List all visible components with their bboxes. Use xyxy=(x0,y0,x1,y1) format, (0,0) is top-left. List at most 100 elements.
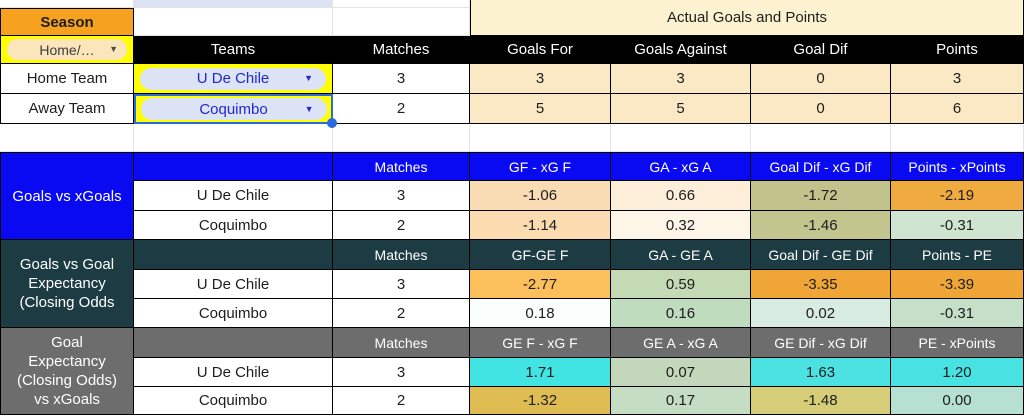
s3-team-cell[interactable]: U De Chile xyxy=(134,358,333,387)
col-header-goals-for: Goals For xyxy=(470,36,611,64)
value-cell[interactable]: -0.31 xyxy=(891,211,1024,240)
season-filter-cell: Home/… ▼ xyxy=(0,36,134,64)
fill-handle[interactable] xyxy=(327,118,337,128)
value-cell[interactable]: 0.07 xyxy=(611,358,751,387)
cell-home-goal-dif[interactable]: 0 xyxy=(751,64,891,94)
home-team-dropdown[interactable]: U De Chile ▼ xyxy=(140,67,326,90)
s2-team-cell[interactable]: Coquimbo xyxy=(134,299,333,328)
value-cell[interactable]: -1.46 xyxy=(751,211,891,240)
s3-col-header-gef-xgf: GE F - xG F xyxy=(470,328,611,358)
value-cell[interactable]: 0.16 xyxy=(611,299,751,328)
partial-cell xyxy=(333,0,470,8)
row-label-away-team: Away Team xyxy=(0,94,134,124)
season-filter-dropdown[interactable]: Home/… ▼ xyxy=(7,39,127,60)
partial-cell xyxy=(0,0,134,8)
col-header-teams: Teams xyxy=(134,36,333,64)
col-header-goal-dif: Goal Dif xyxy=(751,36,891,64)
section3-label: Goal Expectancy (Closing Odds) vs xGoals xyxy=(0,328,134,415)
s2-col-header-goaldif-gedif: Goal Dif - GE Dif xyxy=(751,240,891,270)
col-header-matches: Matches xyxy=(333,36,470,64)
value-cell[interactable]: 0.02 xyxy=(751,299,891,328)
s1-col-header-goaldif-xgdif: Goal Dif - xG Dif xyxy=(751,152,891,181)
dropdown-arrow-icon: ▼ xyxy=(304,103,314,114)
value-cell[interactable]: 1.20 xyxy=(891,358,1024,387)
home-team-value: U De Chile xyxy=(196,70,270,87)
s1-team-cell[interactable]: Coquimbo xyxy=(134,211,333,240)
value-cell[interactable]: 0.17 xyxy=(611,387,751,415)
s2-col-header-points-pe: Points - PE xyxy=(891,240,1024,270)
banner-actual-goals-and-points: Actual Goals and Points xyxy=(470,0,1024,36)
s1-col-header-matches: Matches xyxy=(333,152,470,181)
cell-home-points[interactable]: 3 xyxy=(891,64,1024,94)
s3-matches-cell[interactable]: 3 xyxy=(333,358,470,387)
cell-home-matches[interactable]: 3 xyxy=(333,64,470,94)
value-cell[interactable]: -1.32 xyxy=(470,387,611,415)
cell-home-goals-against[interactable]: 3 xyxy=(611,64,751,94)
value-cell[interactable]: 0.00 xyxy=(891,387,1024,415)
s1-matches-cell[interactable]: 3 xyxy=(333,181,470,211)
section2-header-blank xyxy=(134,240,333,270)
cell-away-matches[interactable]: 2 xyxy=(333,94,470,124)
value-cell[interactable]: -3.35 xyxy=(751,270,891,299)
cell-away-goals-for[interactable]: 5 xyxy=(470,94,611,124)
s3-col-header-matches: Matches xyxy=(333,328,470,358)
s2-matches-cell[interactable]: 3 xyxy=(333,270,470,299)
s1-col-header-points-xpoints: Points - xPoints xyxy=(891,152,1024,181)
value-cell[interactable]: -1.14 xyxy=(470,211,611,240)
value-cell[interactable]: -0.31 xyxy=(891,299,1024,328)
col-header-points: Points xyxy=(891,36,1024,64)
s2-team-cell[interactable]: U De Chile xyxy=(134,270,333,299)
s1-col-header-ga-xga: GA - xG A xyxy=(611,152,751,181)
col-header-goals-against: Goals Against xyxy=(611,36,751,64)
empty-cell[interactable] xyxy=(891,124,1024,152)
dropdown-arrow-icon: ▼ xyxy=(304,73,313,83)
value-cell[interactable]: 0.59 xyxy=(611,270,751,299)
value-cell[interactable]: -1.72 xyxy=(751,181,891,211)
empty-cell[interactable] xyxy=(611,124,751,152)
section3-header-blank xyxy=(134,328,333,358)
s2-matches-cell[interactable]: 2 xyxy=(333,299,470,328)
value-cell[interactable]: -1.48 xyxy=(751,387,891,415)
s2-col-header-gf-gef: GF-GE F xyxy=(470,240,611,270)
cell-away-goal-dif[interactable]: 0 xyxy=(751,94,891,124)
empty-cell[interactable] xyxy=(333,124,470,152)
value-cell[interactable]: 1.71 xyxy=(470,358,611,387)
home-team-cell: U De Chile ▼ xyxy=(134,64,333,94)
empty-cell[interactable] xyxy=(0,124,134,152)
section1-header-blank xyxy=(134,152,333,181)
away-team-dropdown[interactable]: Coquimbo ▼ xyxy=(140,98,327,120)
value-cell[interactable]: -2.77 xyxy=(470,270,611,299)
cell-season-label: Season xyxy=(0,8,134,36)
empty-cell[interactable] xyxy=(751,124,891,152)
away-team-cell-selected: Coquimbo ▼ xyxy=(134,94,337,128)
cell-home-goals-for[interactable]: 3 xyxy=(470,64,611,94)
row-label-home-team: Home Team xyxy=(0,64,134,94)
s3-team-cell[interactable]: Coquimbo xyxy=(134,387,333,415)
s1-matches-cell[interactable]: 2 xyxy=(333,211,470,240)
partial-cell-highlighted xyxy=(134,0,333,8)
value-cell[interactable]: -1.06 xyxy=(470,181,611,211)
value-cell[interactable]: 1.63 xyxy=(751,358,891,387)
cell-away-goals-against[interactable]: 5 xyxy=(611,94,751,124)
empty-cell[interactable] xyxy=(333,8,470,36)
empty-cell[interactable] xyxy=(134,124,333,152)
cell-away-points[interactable]: 6 xyxy=(891,94,1024,124)
value-cell[interactable]: -3.39 xyxy=(891,270,1024,299)
empty-cell[interactable] xyxy=(134,8,333,36)
s3-col-header-gea-xga: GE A - xG A xyxy=(611,328,751,358)
s3-col-header-gedif-xgdif: GE Dif - xG Dif xyxy=(751,328,891,358)
value-cell[interactable]: 0.18 xyxy=(470,299,611,328)
s3-matches-cell[interactable]: 2 xyxy=(333,387,470,415)
empty-cell[interactable] xyxy=(470,124,611,152)
s2-col-header-matches: Matches xyxy=(333,240,470,270)
s1-col-header-gf-xgf: GF - xG F xyxy=(470,152,611,181)
value-cell[interactable]: 0.66 xyxy=(611,181,751,211)
s3-col-header-pe-xpoints: PE - xPoints xyxy=(891,328,1024,358)
section2-label: Goals vs Goal Expectancy (Closing Odds xyxy=(0,240,134,328)
s1-team-cell[interactable]: U De Chile xyxy=(134,181,333,211)
away-team-value: Coquimbo xyxy=(199,100,268,118)
value-cell[interactable]: 0.32 xyxy=(611,211,751,240)
s2-col-header-ga-gea: GA - GE A xyxy=(611,240,751,270)
value-cell[interactable]: -2.19 xyxy=(891,181,1024,211)
